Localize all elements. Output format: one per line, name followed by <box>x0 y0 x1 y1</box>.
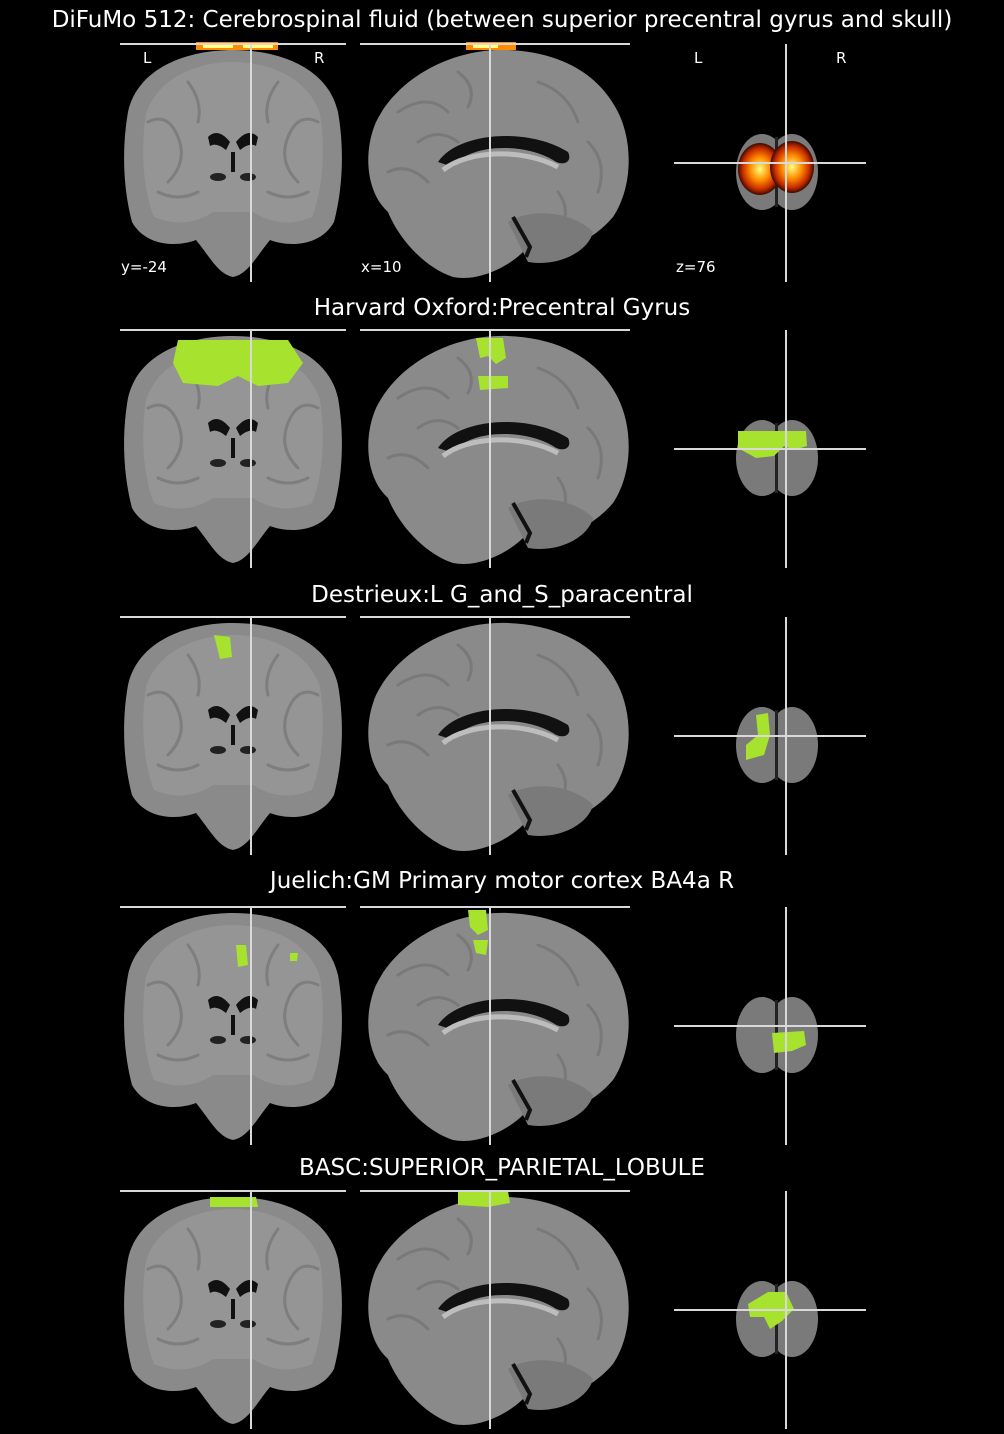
row-harvard-oxford: Harvard Oxford:Precentral Gyrus <box>0 287 1004 574</box>
orientation-right-label: R <box>314 49 325 67</box>
sagittal-coordinate: x=10 <box>361 258 402 276</box>
atlas-region-overlay <box>210 1197 258 1207</box>
sagittal-slice <box>360 906 630 1145</box>
activation-blob <box>770 141 814 193</box>
atlas-region-overlay <box>236 945 248 967</box>
brain-sagittal-silhouette <box>368 49 629 278</box>
axial-slice <box>674 907 866 1145</box>
atlas-region-overlay <box>468 910 488 935</box>
axial-coordinate: z=76 <box>676 258 716 276</box>
activation-blob <box>738 143 782 195</box>
row-title: DiFuMo 512: Cerebrospinal fluid (between… <box>51 7 953 33</box>
sagittal-slice <box>360 42 630 282</box>
orientation-right-label-axial: R <box>836 49 847 67</box>
row-title: Destrieux:L G_and_S_paracentral <box>311 582 693 608</box>
row-basc: BASC:SUPERIOR_PARIETAL_LOBULE <box>0 1147 1004 1434</box>
axial-slice <box>674 617 866 855</box>
axial-slice <box>674 44 866 282</box>
row-destrieux: Destrieux:L G_and_S_paracentral <box>0 574 1004 861</box>
orientation-left-label-axial: L <box>694 49 703 67</box>
brain-sagittal-silhouette <box>368 335 629 564</box>
brain-axial-right-hemisphere <box>766 707 818 783</box>
coronal-slice <box>120 906 346 1145</box>
coronal-slice <box>120 42 346 282</box>
brain-sagittal-silhouette <box>368 622 629 851</box>
atlas-region-overlay <box>290 953 298 961</box>
atlas-region-overlay <box>458 1191 510 1207</box>
coronal-coordinate: y=-24 <box>121 258 167 276</box>
sagittal-slice <box>360 1190 630 1429</box>
brain-sagittal-silhouette <box>368 912 629 1141</box>
atlas-region-overlay <box>214 635 232 659</box>
row-title: BASC:SUPERIOR_PARIETAL_LOBULE <box>299 1155 705 1181</box>
brain-sagittal-silhouette <box>368 1196 629 1425</box>
row-difumo: DiFuMo 512: Cerebrospinal fluid (between… <box>0 0 1004 287</box>
activation-blob <box>196 42 278 50</box>
atlas-region-overlay <box>173 340 303 386</box>
row-juelich: Juelich:GM Primary motor cortex BA4a R <box>0 860 1004 1147</box>
coronal-slice <box>120 616 346 855</box>
sagittal-slice <box>360 329 630 568</box>
row-title: Harvard Oxford:Precentral Gyrus <box>313 295 691 321</box>
coronal-slice <box>120 1190 346 1429</box>
axial-slice <box>674 1191 866 1429</box>
row-title: Juelich:GM Primary motor cortex BA4a R <box>269 868 735 894</box>
sagittal-slice <box>360 616 630 855</box>
atlas-region-overlay <box>772 1031 806 1053</box>
atlas-region-overlay <box>478 376 508 390</box>
coronal-slice <box>120 329 346 568</box>
axial-slice <box>674 330 866 568</box>
orientation-left-label: L <box>143 49 152 67</box>
atlas-region-overlay <box>473 940 488 955</box>
atlas-region-overlay <box>738 431 807 458</box>
